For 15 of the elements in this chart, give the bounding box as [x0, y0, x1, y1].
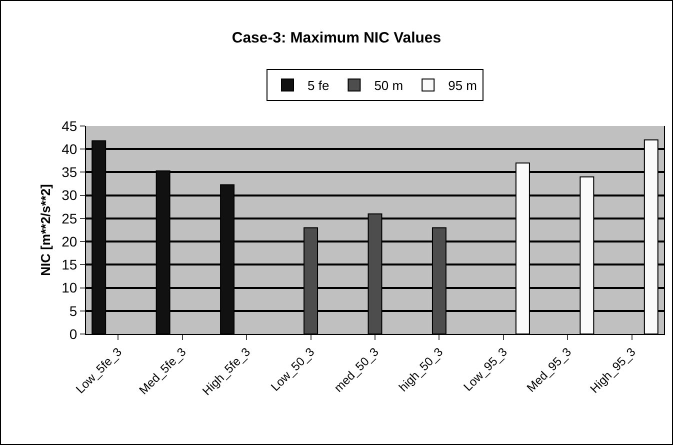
y-tick-label: 5	[69, 302, 78, 319]
legend-label: 5 fe	[308, 78, 330, 94]
y-tick-label: 20	[62, 233, 78, 250]
y-tick-label: 25	[62, 210, 78, 226]
y-tick-label: 40	[62, 141, 78, 158]
chart-title: Case-3: Maximum NIC Values	[232, 30, 442, 47]
y-tick-label: 35	[62, 164, 78, 180]
y-tick-label: 10	[62, 280, 78, 296]
y-tick-label: 15	[62, 256, 78, 273]
legend-label: 95 m	[448, 78, 477, 94]
legend-label: 50 m	[374, 78, 404, 94]
y-tick-label: 30	[62, 187, 78, 204]
y-tick-label: 45	[62, 118, 78, 134]
y-axis-title: NIC [m**2/s**2]	[38, 184, 53, 276]
y-tick-label: 0	[69, 326, 78, 342]
